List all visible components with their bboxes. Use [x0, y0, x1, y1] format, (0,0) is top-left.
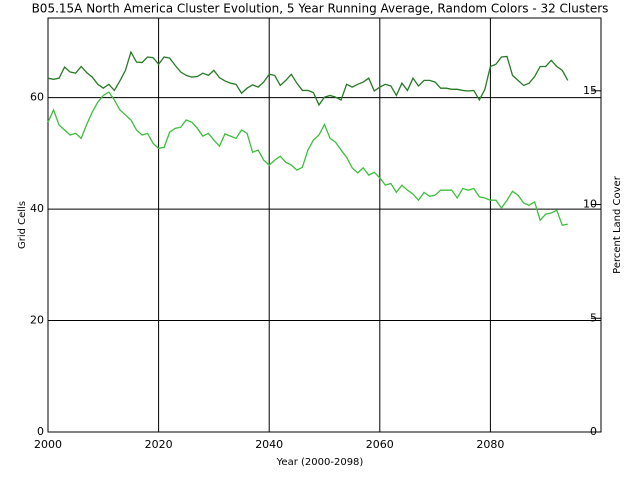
y-tick-label: 0	[37, 425, 44, 438]
y2-axis-label: Percent Land Cover	[612, 175, 623, 274]
y-tick-label: 20	[30, 314, 44, 327]
y-tick-label: 60	[30, 91, 44, 104]
plot-frame	[47, 17, 602, 433]
x-axis-label: Year (2000-2098)	[276, 457, 364, 468]
series-line	[47, 91, 568, 227]
y-tick-label: 40	[30, 202, 44, 215]
y2-tick-label: 10	[583, 198, 597, 211]
x-tick-label: 2020	[145, 438, 173, 451]
x-tick-label: 2080	[476, 438, 504, 451]
x-tick-label: 2060	[366, 438, 394, 451]
x-tick-label: 2040	[255, 438, 283, 451]
chart-title: B05.15A North America Cluster Evolution,…	[32, 2, 609, 16]
x-tick-label: 2000	[34, 438, 62, 451]
series-line	[47, 50, 569, 107]
y2-tick-label: 15	[583, 84, 597, 97]
y-axis-label: Grid Cells	[17, 201, 28, 249]
